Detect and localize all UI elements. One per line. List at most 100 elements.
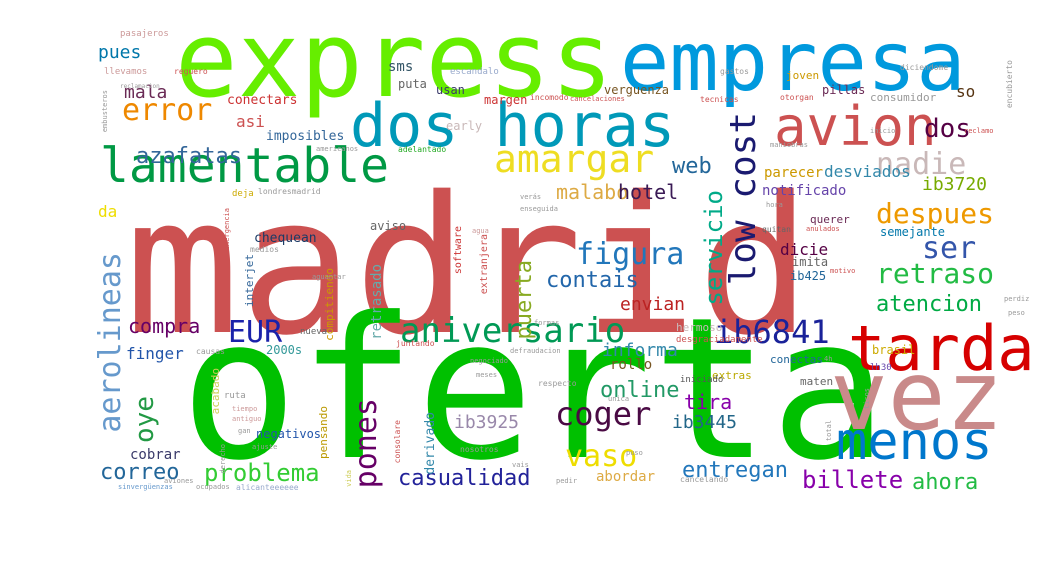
word-contais: contais <box>546 268 639 293</box>
word-usan: usan <box>436 83 465 97</box>
word-cancelando: cancelando <box>680 475 729 484</box>
word-ahora: ahora <box>912 470 979 495</box>
word-margen: margen <box>484 93 528 107</box>
word-iniciado: iniciado <box>680 375 724 385</box>
word-billete: billete <box>802 466 904 494</box>
word-deja: deja <box>232 189 254 199</box>
word-aerolineas: aerolineas <box>93 252 128 433</box>
word-quitan: quitan <box>762 225 791 234</box>
word-ocupados: ocupados <box>196 483 230 491</box>
word-tecnicas: tecnicas <box>700 95 739 104</box>
word-aguantar: aguantar <box>312 273 346 281</box>
word-dos: dos <box>924 114 971 144</box>
word-hotel: hotel <box>618 180 679 204</box>
word-conectars: conectars <box>227 93 298 108</box>
word-escandalo: escandalo <box>450 67 499 77</box>
word-azafatas: azafatas <box>136 144 242 169</box>
word-puta: puta <box>398 77 427 91</box>
word-eur: EUR <box>228 315 283 350</box>
word-pasajeros: pasajeros <box>120 29 169 39</box>
word-derivado: derivado <box>423 412 438 475</box>
word-retrasado: retrasado <box>369 264 385 340</box>
word-anulados: anulados <box>806 225 840 233</box>
word-parecer: parecer <box>764 165 824 181</box>
word-entregan: entregan <box>682 458 788 483</box>
word-puerta: puerta <box>512 260 537 340</box>
word-online: online <box>600 378 680 403</box>
word-ib3445: ib3445 <box>672 412 738 433</box>
word-aviones: aviones <box>164 477 194 485</box>
word-pensando: pensando <box>317 406 330 459</box>
word-puso: puso <box>626 449 643 457</box>
word-tira: tira <box>684 390 733 414</box>
word-reguero: reguero <box>174 67 208 76</box>
word-vaso: vaso <box>565 439 638 474</box>
word-negociado: negociado <box>470 357 508 365</box>
word-software: software <box>453 226 464 275</box>
word-londresmadrid: londresmadrid <box>258 187 321 196</box>
word-semejante: semejante <box>880 225 946 239</box>
word-despues: despues <box>876 197 995 230</box>
word-derecho: derecho <box>219 444 227 474</box>
word-sinverguenzas: sinvergüenzas <box>118 483 173 491</box>
word-otorgan: otorgan <box>780 93 814 102</box>
word-conectas: conectas <box>770 353 823 366</box>
word-cobrar: cobrar <box>130 447 181 463</box>
word-gan: gan <box>238 427 251 435</box>
word-inicio: inicio <box>870 127 896 135</box>
word-juntando: juntando <box>396 339 435 348</box>
word-madrid: madrid <box>125 156 812 377</box>
word-abordar: abordar <box>596 469 656 485</box>
word-hora: hora <box>766 201 783 209</box>
word-ib425: lh30 <box>870 363 892 373</box>
word-agua: agua <box>472 227 489 235</box>
word-coger: coger <box>555 395 652 433</box>
word-aviso: aviso <box>370 219 407 233</box>
word-pues: pues <box>98 42 142 63</box>
word-embusteros: embusteros <box>101 90 109 133</box>
word-low-cost: low cost <box>723 112 764 286</box>
word-avion: avion <box>774 95 937 158</box>
word-interjet: interjet <box>243 254 256 307</box>
word-verguenza: verguenza <box>604 83 670 97</box>
word-ser: ser <box>922 231 977 266</box>
word-nosotros: nosotros <box>460 445 499 454</box>
word-diciendome: diciendome <box>900 63 949 72</box>
word-casualidad: casualidad <box>398 466 531 491</box>
word-peso: peso <box>1008 309 1025 317</box>
word-problema: problema <box>204 459 320 487</box>
word-medios: medios <box>250 245 279 254</box>
word-tiempo: tiempo <box>232 405 258 413</box>
word-so: so <box>956 82 976 101</box>
word-querer: querer <box>810 213 850 226</box>
word-cancelaciones: cancelaciones <box>570 95 625 103</box>
word-desviados: desviados <box>824 162 911 181</box>
word-error: error <box>122 93 213 128</box>
word-reclamacion: reclamacion <box>120 83 160 90</box>
word-ib6841: ib6841 <box>714 313 830 351</box>
word-motivo: motivo <box>830 267 856 275</box>
word-encubierto: encubierto <box>1005 60 1014 109</box>
word-perdiz: perdiz <box>1004 295 1030 303</box>
word-sms: sms <box>388 59 414 75</box>
word-2000s: 2000s <box>266 343 303 357</box>
word-atencion: atencion <box>876 292 982 317</box>
word-consumidor: consumidor <box>870 91 937 104</box>
word-pedir: pedir <box>556 477 578 485</box>
word-vez: vez <box>830 340 1004 452</box>
word-nueva: nueva <box>300 327 328 337</box>
word-tarda: tarda <box>848 312 1035 385</box>
word-pones: pones <box>349 398 384 489</box>
word-meses: meses <box>476 371 498 379</box>
word-respecto: respecto <box>538 379 577 388</box>
word-hermoso: hermoso <box>676 321 723 334</box>
word-da: da <box>98 202 118 221</box>
word-acabado: acabado <box>209 368 222 415</box>
word-causas: causas <box>196 347 225 356</box>
word-4h: 4h <box>824 355 833 363</box>
word-figura: figura <box>576 237 685 272</box>
word-informa: informa <box>602 340 678 361</box>
word-mala: mala <box>124 82 168 103</box>
word-oferta: oferta <box>180 276 889 504</box>
word-dicie: dicie <box>780 240 829 259</box>
